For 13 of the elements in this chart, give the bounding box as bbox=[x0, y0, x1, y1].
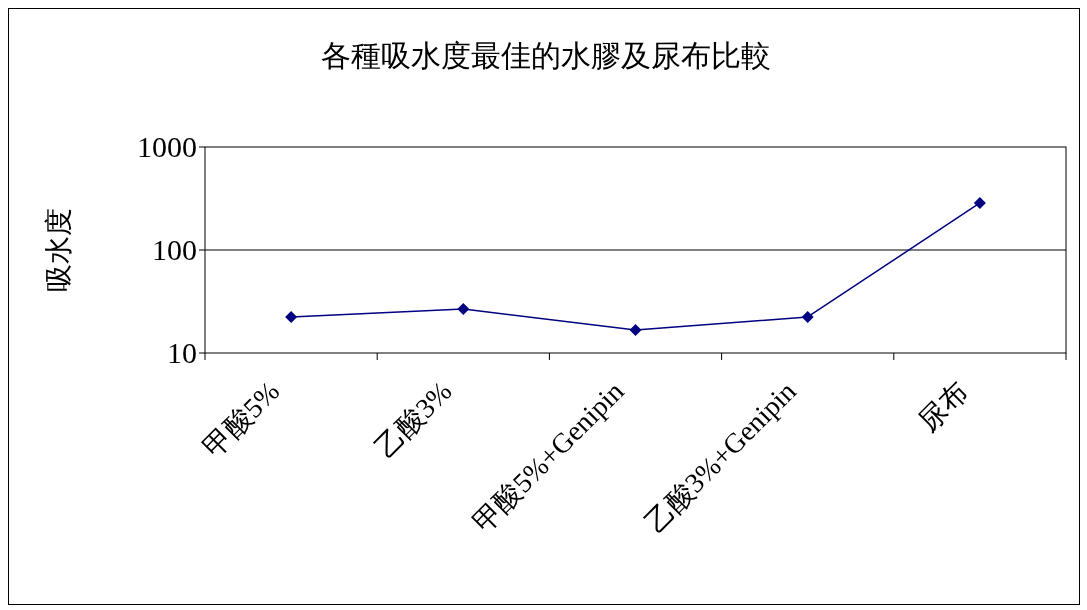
y-tick-label: 1000 bbox=[137, 130, 197, 163]
point bbox=[629, 324, 642, 337]
point bbox=[285, 310, 298, 323]
y-tick-label: 100 bbox=[152, 233, 197, 266]
x-tick-label: 甲酸5% bbox=[197, 375, 286, 464]
point bbox=[457, 303, 470, 316]
chart-title: 各種吸水度最佳的水膠及尿布比較 bbox=[320, 39, 771, 72]
x-tick-label: 乙酸3% bbox=[369, 375, 458, 464]
y-axis-title: 吸水度 bbox=[43, 208, 74, 292]
point bbox=[801, 310, 814, 323]
point bbox=[973, 196, 986, 209]
x-tick-label: 尿布 bbox=[912, 375, 975, 437]
y-tick-label: 10 bbox=[167, 336, 197, 369]
